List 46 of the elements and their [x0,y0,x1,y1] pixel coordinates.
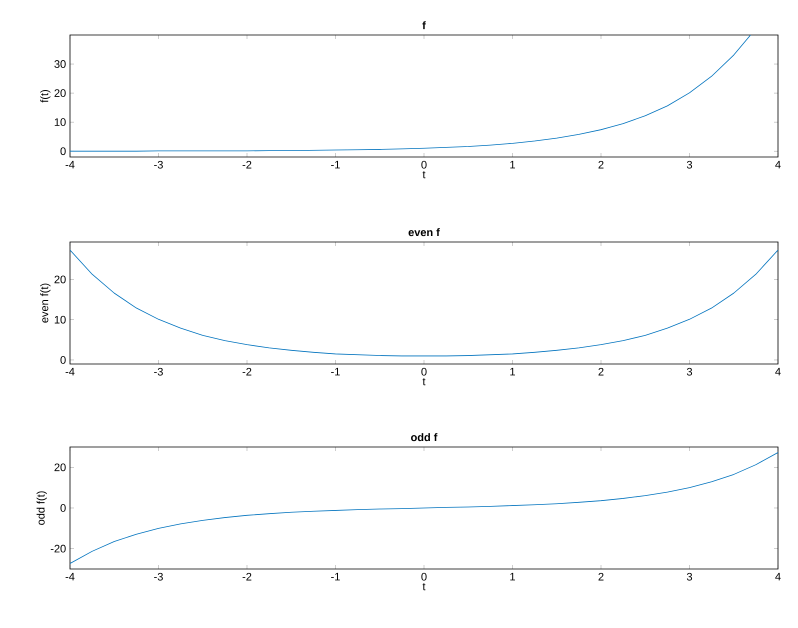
x-tick-label: 4 [775,160,781,168]
x-tick-label: 3 [686,368,692,376]
y-tick-label: 10 [54,118,66,126]
x-tick-label: -3 [154,160,163,169]
y-axis-title: even f(t) [40,284,50,323]
y-tick-label: 0 [60,504,66,512]
x-tick-label: -1 [331,368,340,376]
x-tick-label: -4 [66,160,75,168]
x-tick-label: 0 [421,160,427,169]
x-tick-label: 0 [421,368,427,376]
x-tick-label: 4 [775,368,781,376]
y-tick-label: 20 [54,463,66,472]
x-tick-label: -1 [331,160,340,168]
chart-title: even f [408,228,440,236]
x-tick-label: -2 [242,572,252,580]
x-tick-label: 1 [510,572,516,580]
y-tick-label: 30 [54,60,66,68]
x-tick-label: 2 [598,160,604,168]
y-tick-label: -20 [50,544,66,553]
x-tick-label: -1 [331,572,340,580]
x-tick-label: -4 [66,572,75,580]
y-tick-label: 0 [60,356,66,364]
chart-title: odd f [411,433,438,442]
x-tick-label: 4 [775,572,781,580]
x-tick-label: -2 [242,368,252,376]
x-tick-label: 3 [686,572,692,581]
x-tick-label: 1 [510,368,516,376]
x-axis-title: t [422,171,426,178]
x-tick-label: 1 [510,160,516,168]
y-tick-label: 10 [54,316,66,324]
y-tick-label: 20 [54,89,66,97]
x-tick-label: 2 [598,368,604,376]
x-tick-label: -3 [154,368,163,376]
y-tick-label: 0 [60,147,66,156]
chart-title: f [422,21,426,30]
x-tick-label: 3 [686,160,692,169]
x-tick-label: 2 [598,572,604,580]
x-tick-label: -2 [242,160,252,168]
x-axis-title: t [422,378,426,386]
x-axis-title: t [422,583,426,590]
x-tick-label: 0 [421,572,427,581]
y-axis-title: odd f(t) [36,491,47,525]
y-tick-label: 20 [54,276,66,284]
x-tick-label: -4 [66,368,75,376]
x-tick-label: -3 [154,572,163,581]
y-axis-title: f(t) [40,90,50,103]
